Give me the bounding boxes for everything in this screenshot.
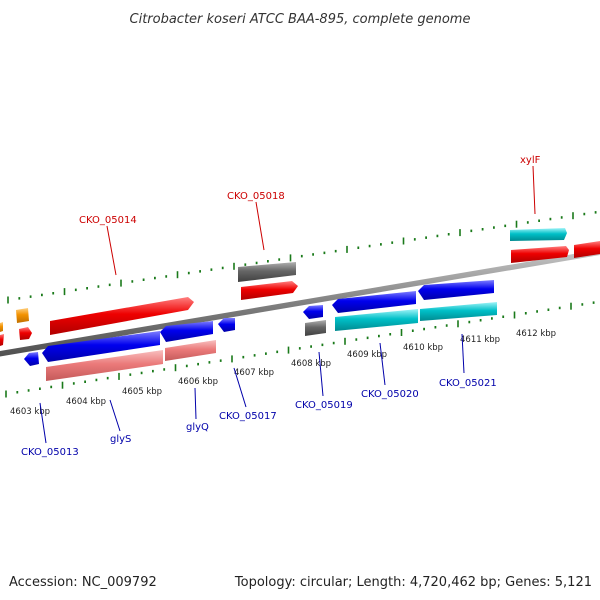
cds-feature <box>42 331 160 362</box>
scale-label: 4608 kbp <box>291 359 331 369</box>
leader-line <box>255 201 265 251</box>
gene-label: glyS <box>110 434 131 445</box>
leader-line <box>109 399 121 432</box>
outer-tick-track <box>7 211 597 304</box>
scale-label: 4605 kbp <box>122 387 162 397</box>
forward-features <box>0 228 600 346</box>
cds-feature <box>574 241 600 258</box>
cds-feature <box>332 291 416 313</box>
gene-label: xylF <box>520 155 541 166</box>
gene-label: CKO_05019 <box>295 400 353 411</box>
cds-feature <box>0 334 4 346</box>
trna-feature <box>335 309 418 331</box>
leader-line <box>106 225 117 276</box>
scale-labels: 4603 kbp 4604 kbp 4605 kbp 4606 kbp 4607… <box>10 329 556 417</box>
gene-label: CKO_05014 <box>79 215 137 226</box>
cds-feature <box>418 280 494 300</box>
scale-label: 4610 kbp <box>403 343 443 353</box>
leader-line <box>318 351 324 397</box>
cds-feature <box>50 297 194 335</box>
cds-feature <box>19 327 32 340</box>
scale-label: 4604 kbp <box>66 397 106 407</box>
leader-line <box>461 333 465 374</box>
cds-feature <box>24 352 39 366</box>
accession-text: Accession: NC_009792 <box>9 575 157 590</box>
inner-tick-track <box>5 301 595 398</box>
gene-label: CKO_05018 <box>227 191 285 202</box>
cds-feature <box>16 308 29 323</box>
cds-feature <box>160 321 213 342</box>
scale-label: 4611 kbp <box>460 335 500 345</box>
trna-feature <box>420 302 497 321</box>
cds-feature <box>511 246 569 263</box>
rrna-feature <box>46 350 163 381</box>
leader-line <box>233 367 247 408</box>
pseudogene-feature <box>305 320 326 336</box>
cds-feature <box>303 305 323 319</box>
cds-feature <box>0 322 3 332</box>
map-title: Citrobacter koseri ATCC BAA-895, complet… <box>130 12 471 27</box>
leader-line <box>39 402 47 444</box>
gene-label: CKO_05017 <box>219 411 277 422</box>
gene-label: CKO_05013 <box>21 447 79 458</box>
gene-labels: xylF CKO_05018 CKO_05014 CKO_05013 glyS … <box>21 155 541 458</box>
leader-line <box>194 387 197 420</box>
cds-feature <box>241 281 298 300</box>
cds-feature <box>218 318 235 332</box>
gene-label: glyQ <box>186 422 209 433</box>
scale-label: 4609 kbp <box>347 350 387 360</box>
gene-label: CKO_05020 <box>361 389 419 400</box>
scale-label: 4607 kbp <box>234 368 274 378</box>
pseudogene-feature <box>238 262 296 282</box>
scale-label: 4603 kbp <box>10 407 50 417</box>
rrna-feature <box>165 340 216 361</box>
scale-label: 4612 kbp <box>516 329 556 339</box>
reverse-features <box>24 280 497 381</box>
topology-text: Topology: circular; Length: 4,720,462 bp… <box>234 575 592 590</box>
leader-line <box>379 342 386 386</box>
cds-feature <box>510 228 567 241</box>
scale-label: 4606 kbp <box>178 377 218 387</box>
gene-label: CKO_05021 <box>439 378 497 389</box>
leader-line <box>532 165 536 215</box>
genome-backbone <box>0 249 600 357</box>
